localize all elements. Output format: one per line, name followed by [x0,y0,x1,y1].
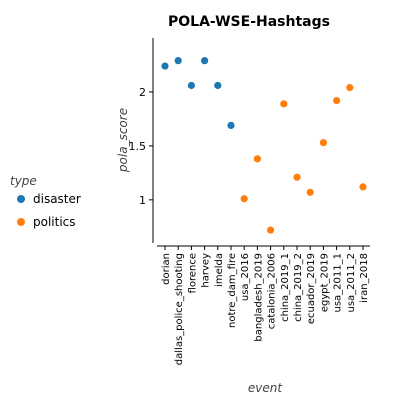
data-point-disaster [187,81,195,90]
plot-area [161,57,367,234]
x-tick-label: dorian [161,253,172,285]
legend-label-politics: politics [33,215,76,229]
chart-title: POLA-WSE-Hashtags [168,14,330,30]
x-tick-label: harvey [201,253,212,288]
y-tick-label: 1.5 [129,140,147,153]
x-tick-label: iran_2018 [359,253,370,303]
y-axis-label: pola_score [116,108,130,173]
data-point-politics [346,84,354,92]
x-tick-label: catalonia_2006 [267,253,278,329]
x-tick-label: usa_2011_2 [346,253,357,313]
data-point-politics [293,173,301,181]
x-tick-label: bangladesh_2019 [253,253,264,342]
x-tick-label: usa_2011_1 [333,253,344,313]
data-point-politics [333,96,341,105]
legend-label-disaster: disaster [33,192,81,206]
x-tick-label: china_2019_1 [280,253,291,322]
x-tick-label: florence [187,253,198,293]
data-point-disaster [227,121,235,129]
data-point-disaster [174,57,182,65]
y-tick-label: 1 [139,194,146,207]
data-point-politics [359,183,367,191]
x-tick-label: china_2019_2 [293,253,304,322]
x-tick-label: usa_2016 [240,253,251,301]
data-point-politics [253,155,261,163]
y-tick-label: 2 [139,86,146,99]
legend-marker-disaster [17,195,25,203]
data-point-politics [280,100,288,108]
x-tick-label: dallas_police_shooting [174,253,185,365]
data-point-politics [319,139,327,147]
x-tick-label: imelda [214,253,225,287]
data-point-disaster [201,57,209,65]
x-tick-label: ecuador_2019 [306,253,317,324]
x-axis-label: event [248,381,283,395]
data-point-disaster [161,62,169,70]
legend-title: type [10,174,37,188]
x-tick-label: egypt_2019 [319,253,330,312]
data-point-politics [267,226,275,234]
data-point-politics [306,188,314,196]
data-point-disaster [214,81,222,90]
legend: type disaster politics [10,174,81,229]
data-point-politics [240,195,248,203]
x-axis: dorian dallas_police_shooting florence harv… [157,245,370,365]
legend-items: disaster politics [17,192,81,229]
legend-marker-politics [17,218,25,226]
x-tick-label: notre_dam_fire [227,253,238,328]
y-axis: 11.52 [129,38,154,243]
